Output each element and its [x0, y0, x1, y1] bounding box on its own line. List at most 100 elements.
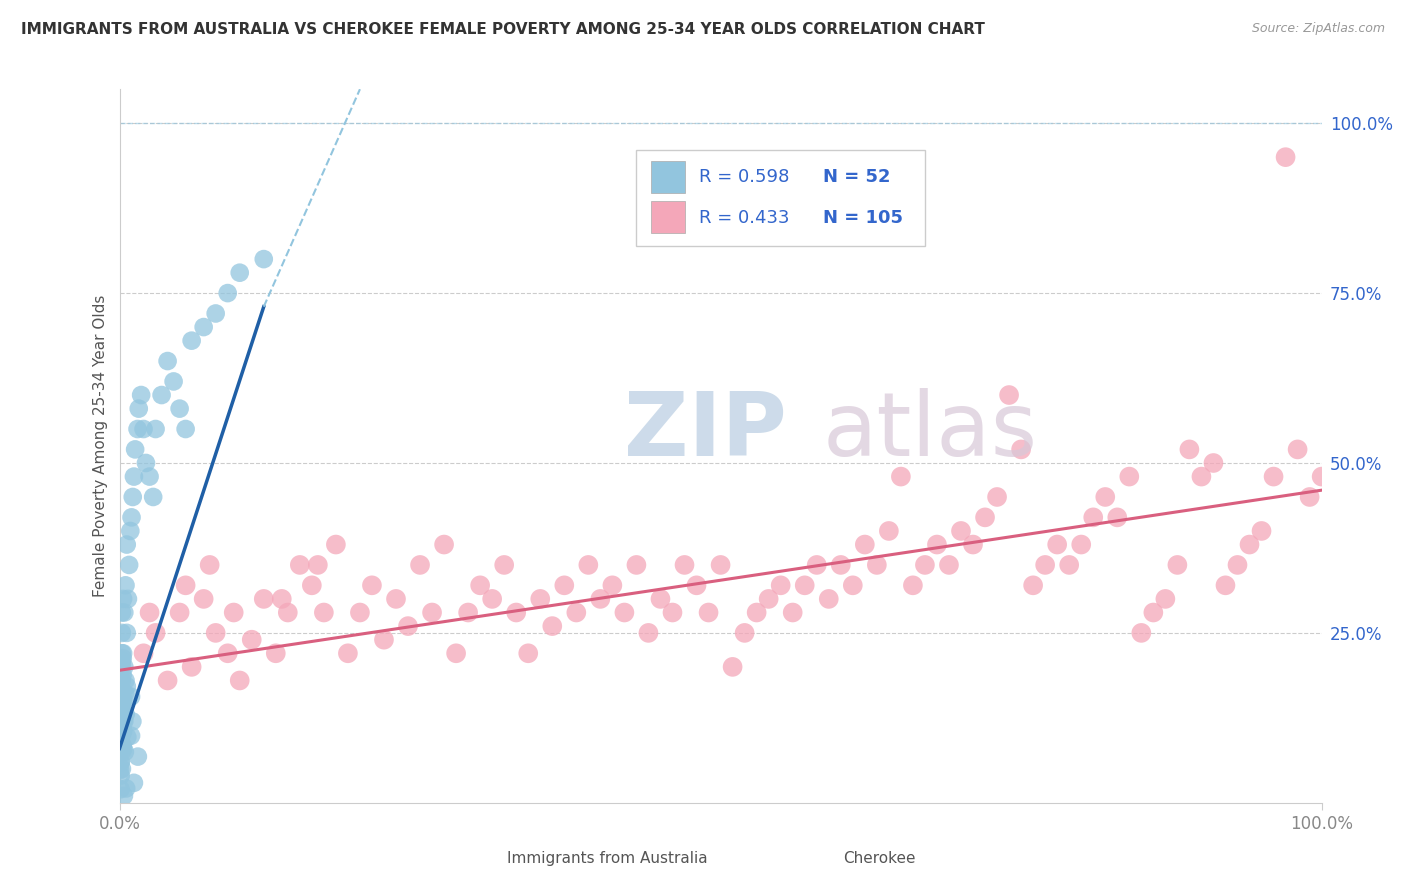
Point — [914, 558, 936, 572]
Point — [217, 286, 239, 301]
Point — [114, 707, 136, 722]
Point — [120, 729, 142, 743]
Point — [111, 654, 134, 668]
Point — [108, 764, 131, 778]
Point — [174, 422, 197, 436]
Point — [270, 591, 292, 606]
Text: N = 105: N = 105 — [823, 209, 903, 227]
Point — [830, 558, 852, 572]
Point — [529, 591, 551, 606]
Point — [901, 578, 924, 592]
Point — [112, 646, 135, 660]
Point — [111, 668, 134, 682]
Point — [494, 558, 516, 572]
Point — [288, 558, 311, 572]
Point — [111, 651, 134, 665]
Point — [866, 558, 889, 572]
Point — [121, 510, 143, 524]
Point — [420, 606, 443, 620]
Point — [110, 782, 132, 797]
FancyBboxPatch shape — [468, 847, 495, 869]
Point — [128, 401, 150, 416]
Point — [1022, 578, 1045, 592]
Point — [115, 679, 138, 693]
Point — [312, 606, 335, 620]
Point — [685, 578, 707, 592]
Point — [974, 510, 997, 524]
Point — [145, 422, 167, 436]
Point — [925, 537, 948, 551]
Point — [817, 591, 839, 606]
Point — [589, 591, 612, 606]
Point — [468, 578, 492, 592]
Point — [1178, 442, 1201, 457]
Point — [385, 591, 408, 606]
Point — [111, 700, 134, 714]
Point — [198, 558, 221, 572]
Point — [122, 776, 145, 790]
Point — [142, 490, 165, 504]
Point — [217, 646, 239, 660]
Point — [111, 744, 134, 758]
Point — [193, 320, 215, 334]
Point — [110, 694, 132, 708]
Point — [1083, 510, 1105, 524]
Point — [793, 578, 815, 592]
Point — [1310, 469, 1333, 483]
Point — [709, 558, 731, 572]
Point — [758, 591, 780, 606]
Text: R = 0.598: R = 0.598 — [699, 168, 789, 186]
Point — [336, 646, 359, 660]
Point — [110, 688, 132, 702]
Point — [110, 736, 132, 750]
Point — [626, 558, 648, 572]
Point — [112, 606, 135, 620]
Point — [180, 334, 202, 348]
Point — [174, 578, 197, 592]
Point — [1189, 469, 1212, 483]
Point — [637, 626, 659, 640]
Point — [111, 698, 134, 713]
Point — [457, 606, 479, 620]
Point — [745, 606, 768, 620]
Point — [1057, 558, 1080, 572]
Point — [806, 558, 828, 572]
Point — [121, 714, 143, 729]
Point — [111, 626, 134, 640]
Point — [277, 606, 299, 620]
Point — [150, 388, 173, 402]
FancyBboxPatch shape — [804, 847, 831, 869]
Point — [650, 591, 672, 606]
Point — [112, 724, 135, 739]
Text: atlas: atlas — [823, 388, 1038, 475]
Point — [1107, 510, 1129, 524]
Text: R = 0.433: R = 0.433 — [699, 209, 789, 227]
Point — [301, 578, 323, 592]
Point — [108, 730, 131, 744]
Point — [1215, 578, 1237, 592]
Point — [117, 591, 139, 606]
Point — [307, 558, 329, 572]
Point — [120, 690, 142, 704]
Point — [228, 673, 252, 688]
Point — [204, 626, 226, 640]
Point — [112, 741, 135, 756]
Point — [949, 524, 972, 538]
Point — [111, 606, 134, 620]
Point — [111, 722, 134, 736]
Point — [114, 673, 136, 688]
Point — [222, 606, 245, 620]
Point — [127, 749, 149, 764]
Point — [240, 632, 263, 647]
Point — [986, 490, 1008, 504]
Point — [169, 401, 191, 416]
Point — [127, 422, 149, 436]
Point — [998, 388, 1021, 402]
FancyBboxPatch shape — [651, 161, 685, 193]
Y-axis label: Female Poverty Among 25-34 Year Olds: Female Poverty Among 25-34 Year Olds — [93, 295, 108, 597]
Point — [842, 578, 865, 592]
Text: Cherokee: Cherokee — [844, 851, 915, 866]
Point — [481, 591, 503, 606]
Point — [1033, 558, 1056, 572]
Point — [505, 606, 527, 620]
